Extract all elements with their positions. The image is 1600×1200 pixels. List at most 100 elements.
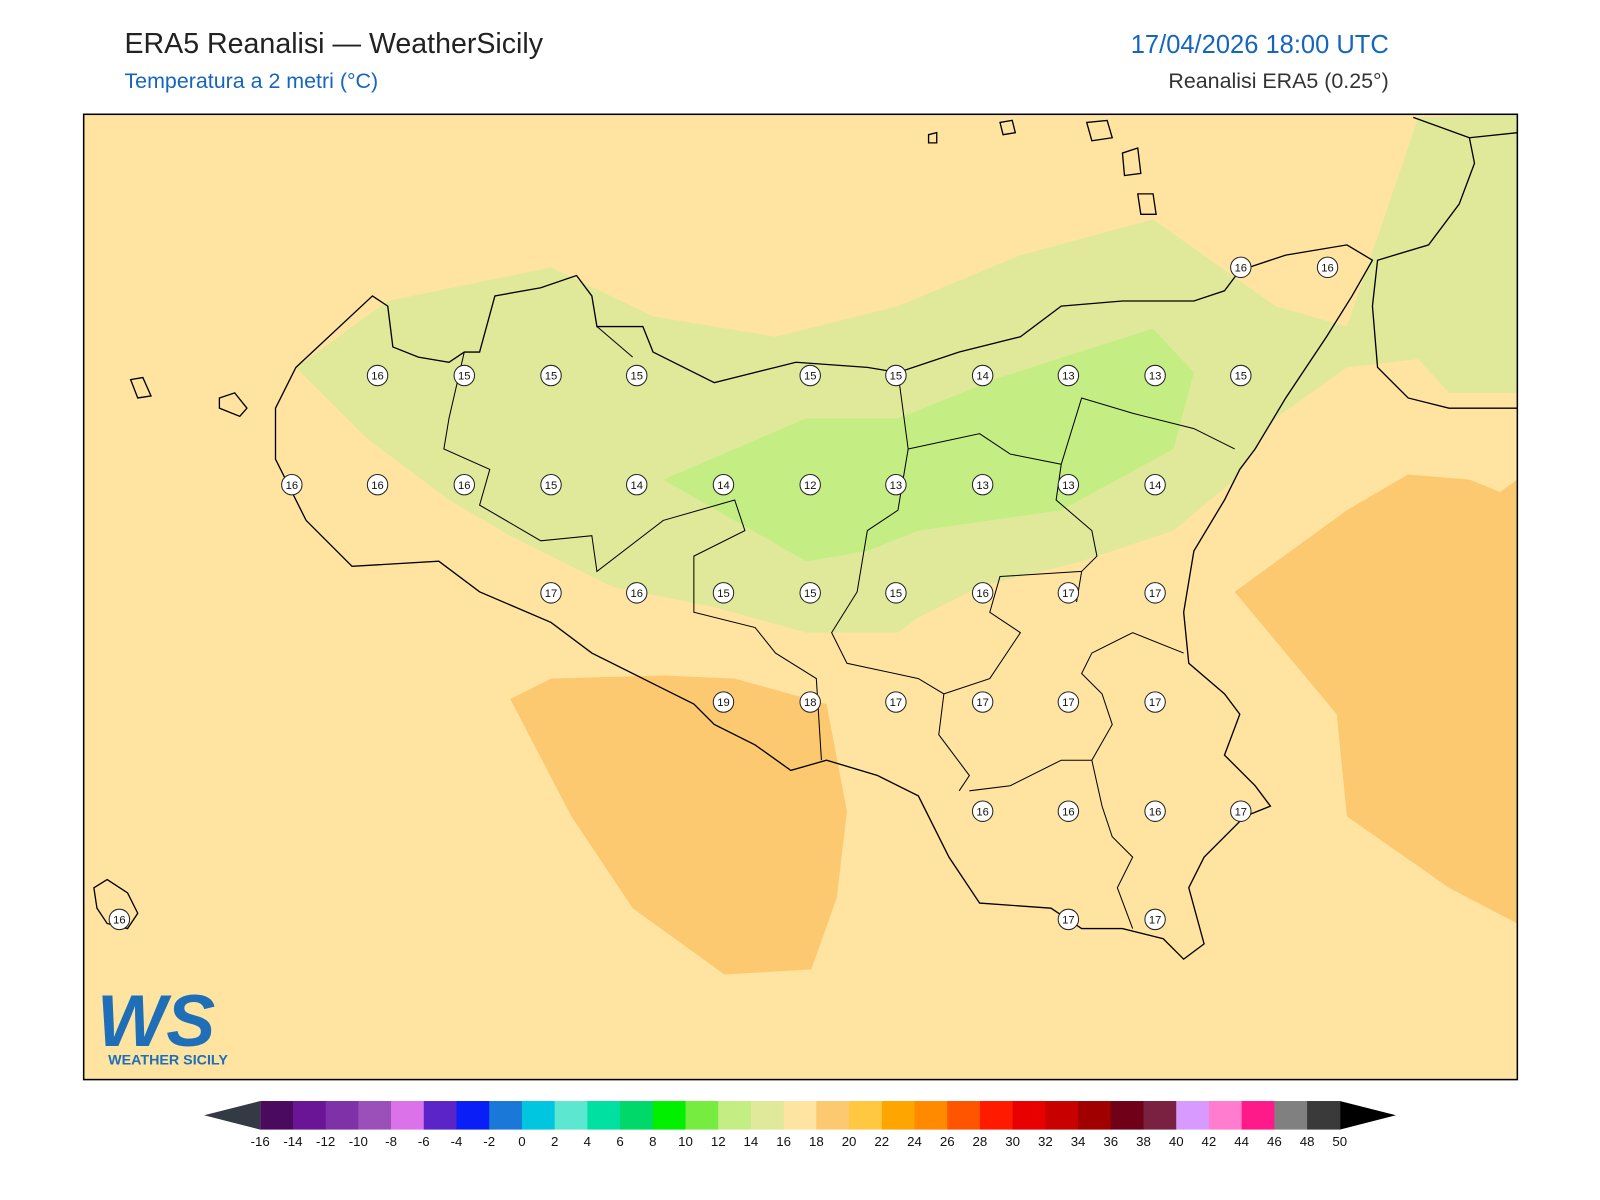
station-marker xyxy=(366,364,389,387)
colorbar-tick-label: 42 xyxy=(1202,1134,1217,1149)
station-marker xyxy=(1057,908,1080,931)
colorbar-tick-label: 46 xyxy=(1267,1134,1282,1149)
station-marker xyxy=(712,582,735,604)
colorbar-tick-label: -6 xyxy=(418,1134,430,1149)
colorbar-swatch xyxy=(685,1101,719,1130)
colorbar-swatch xyxy=(260,1101,294,1130)
station-marker xyxy=(540,364,562,387)
station-value: 15 xyxy=(804,371,816,383)
station-marker xyxy=(540,582,562,604)
station-marker xyxy=(108,908,131,931)
colorbar-swatch xyxy=(554,1101,588,1130)
station-marker xyxy=(971,800,994,822)
colorbar-under xyxy=(204,1101,261,1130)
logo-text: WS xyxy=(97,979,215,1062)
map-frame xyxy=(82,113,1519,1081)
colorbar-swatch xyxy=(1176,1101,1210,1130)
station-marker xyxy=(1057,691,1080,713)
station-marker xyxy=(971,364,994,387)
colorbar-tick-label: 48 xyxy=(1300,1134,1315,1149)
station-value: 16 xyxy=(1321,262,1333,274)
colorbar-over xyxy=(1339,1101,1396,1130)
station-marker xyxy=(885,582,907,604)
station-value: 16 xyxy=(976,588,988,600)
colorbar-tick-label: 0 xyxy=(518,1134,525,1149)
station-value: 15 xyxy=(804,588,816,600)
station-value: 14 xyxy=(976,371,988,383)
colorbar-swatch xyxy=(521,1101,556,1130)
colorbar-swatch xyxy=(358,1101,392,1130)
colorbar-swatch xyxy=(1274,1101,1308,1130)
station-value: 16 xyxy=(1062,806,1074,818)
station-value: 17 xyxy=(976,697,988,709)
station-marker xyxy=(885,473,907,496)
colorbar-swatch xyxy=(947,1101,981,1130)
colorbar-swatch xyxy=(620,1101,654,1130)
colorbar-tick-label: 10 xyxy=(678,1134,693,1149)
station-marker xyxy=(1230,800,1252,822)
station-value: 12 xyxy=(804,480,816,492)
station-marker xyxy=(1144,908,1166,931)
colorbar-swatch xyxy=(456,1101,490,1130)
datetime: 17/04/2026 18:00 UTC xyxy=(1131,31,1389,59)
station-value: 16 xyxy=(1149,806,1161,818)
colorbar-tick-label: 4 xyxy=(584,1134,591,1149)
station-marker xyxy=(626,473,648,496)
station-value: 17 xyxy=(1149,914,1161,926)
station-marker xyxy=(799,364,821,387)
station-marker xyxy=(453,473,475,496)
colorbar: -16 -14 -12 -10 -8 -6 -4 -2 0 2 4 6 8 10 12 14 16 18 20 22 2… xyxy=(204,1101,1396,1149)
logo: WS WEATHER SICILY xyxy=(97,979,228,1068)
station-value: 17 xyxy=(545,588,557,600)
station-marker xyxy=(1057,582,1080,604)
station-marker xyxy=(453,364,475,387)
colorbar-swatch xyxy=(1208,1101,1243,1130)
colorbar-swatch xyxy=(1012,1101,1046,1130)
colorbar-swatch xyxy=(423,1101,458,1130)
colorbar-tick-label: 44 xyxy=(1234,1134,1249,1149)
station-value: 14 xyxy=(630,480,642,492)
station-marker xyxy=(1230,364,1252,387)
colorbar-tick-label: 38 xyxy=(1136,1134,1151,1149)
station-value: 17 xyxy=(1149,588,1161,600)
colorbar-tick-label: 16 xyxy=(776,1134,791,1149)
station-value: 13 xyxy=(1062,480,1074,492)
colorbar-tick-label: 28 xyxy=(973,1134,988,1149)
station-marker xyxy=(1144,800,1166,822)
station-value: 15 xyxy=(458,371,470,383)
colorbar-swatch xyxy=(783,1101,817,1130)
station-value: 16 xyxy=(113,914,125,926)
station-marker xyxy=(1230,256,1252,279)
map: 16 16 16 15 15 15 15 15 14 13 13 15 16 16 16 15 14 14 12 13… xyxy=(82,113,1519,1081)
colorbar-tick-label: 14 xyxy=(744,1134,759,1149)
colorbar-swatch xyxy=(1241,1101,1275,1130)
station-value: 17 xyxy=(1235,806,1247,818)
colorbar-swatch xyxy=(1078,1101,1112,1130)
station-value: 13 xyxy=(976,480,988,492)
station-value: 16 xyxy=(458,480,470,492)
station-marker xyxy=(971,691,994,713)
colorbar-tick-label: -4 xyxy=(451,1134,463,1149)
station-value: 13 xyxy=(1149,371,1161,383)
colorbar-tick-label: -10 xyxy=(349,1134,368,1149)
station-value: 14 xyxy=(1149,480,1161,492)
station-marker xyxy=(1144,691,1166,713)
station-marker xyxy=(712,473,735,496)
colorbar-tick-label: 50 xyxy=(1332,1134,1347,1149)
station-labels: 16 16 16 15 15 15 15 15 14 13 13 15 16 16 16 15 14 14 12 13… xyxy=(108,256,1339,931)
station-marker xyxy=(885,691,907,713)
coastline xyxy=(274,244,1374,961)
station-marker xyxy=(366,473,389,496)
station-value: 15 xyxy=(545,480,557,492)
station-value: 17 xyxy=(1149,697,1161,709)
station-value: 16 xyxy=(286,480,298,492)
station-marker xyxy=(626,582,648,604)
colorbar-tick-label: 32 xyxy=(1038,1134,1053,1149)
colorbar-swatch xyxy=(292,1101,327,1130)
colorbar-tick-label: -12 xyxy=(316,1134,335,1149)
station-marker xyxy=(1057,800,1080,822)
colorbar-tick-label: 22 xyxy=(874,1134,889,1149)
colorbar-swatch xyxy=(391,1101,425,1130)
station-marker xyxy=(799,473,821,496)
colorbar-swatch xyxy=(1045,1101,1079,1130)
